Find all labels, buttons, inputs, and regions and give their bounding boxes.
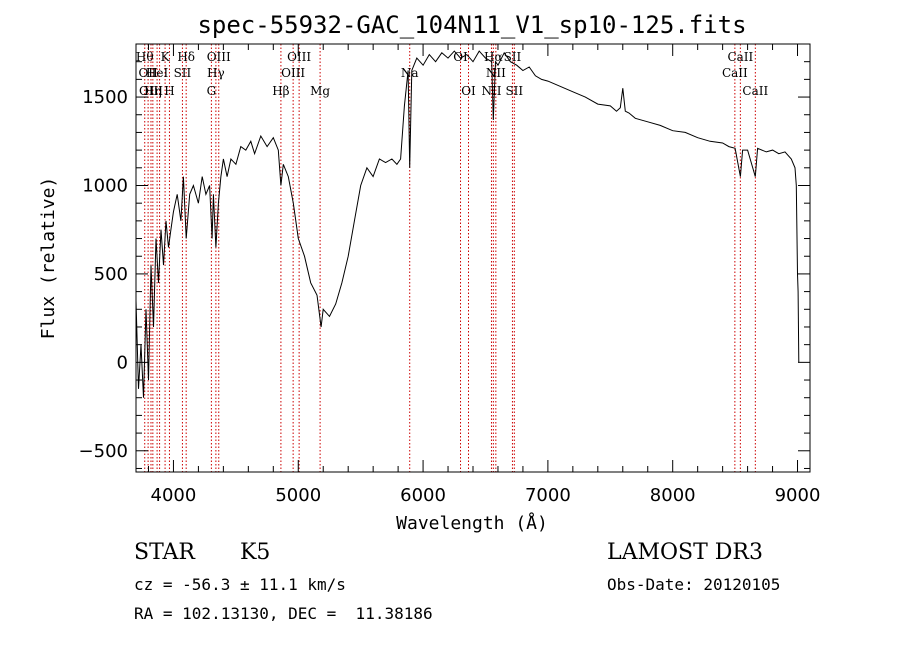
line-label: Hθ <box>136 50 154 64</box>
ra-dec: RA = 102.13130, DEC = 11.38186 <box>134 604 433 623</box>
x-tick-label: 4000 <box>151 485 197 506</box>
line-label: Hη <box>144 84 162 98</box>
y-tick-label: −500 <box>79 441 128 462</box>
line-label: SII <box>504 50 522 64</box>
line-label: Hβ <box>272 84 289 98</box>
line-label: Hγ <box>207 66 225 80</box>
line-label: SII <box>505 84 523 98</box>
object-class: STAR <box>134 540 195 565</box>
x-tick-label: 5000 <box>275 485 321 506</box>
redshift-cz: cz = -56.3 ± 11.1 km/s <box>134 575 346 594</box>
line-label: CaII <box>742 84 768 98</box>
line-label: OIII <box>287 50 311 64</box>
line-label: G <box>207 84 217 98</box>
line-label: HeI <box>146 66 169 80</box>
y-tick-label: 1000 <box>82 175 128 196</box>
x-tick-label: 6000 <box>400 485 446 506</box>
line-label: Hα <box>484 50 503 64</box>
plot-frame <box>135 43 811 473</box>
y-tick-label: 1500 <box>82 87 128 108</box>
line-label: Hδ <box>177 50 195 64</box>
line-label: Na <box>401 66 419 80</box>
x-tick-label: 7000 <box>525 485 571 506</box>
line-label: CaII <box>727 50 753 64</box>
line-label: NII <box>486 66 506 80</box>
line-label: H <box>164 84 174 98</box>
x-tick-label: 8000 <box>650 485 696 506</box>
line-label: OII <box>138 66 158 80</box>
x-axis: 4000 5000 6000 7000 8000 9000 <box>147 44 821 506</box>
object-subclass: K5 <box>240 540 271 565</box>
line-label: OIII <box>139 84 163 98</box>
survey-name: LAMOST DR3 <box>607 540 763 565</box>
line-labels: HθOIIOIIIHηHeIKHSIIHδGHγOIIIHβOIIIOIIIMg… <box>136 50 769 98</box>
observation-date: Obs-Date: 20120105 <box>607 575 781 594</box>
line-label: NII <box>481 84 501 98</box>
spectrum-line <box>135 50 800 398</box>
y-axis-label: Flux (relative) <box>38 177 59 340</box>
x-axis-label: Wavelength (Å) <box>396 512 548 534</box>
x-tick-label: 9000 <box>775 485 821 506</box>
y-axis: −500 0 500 1000 1500 <box>79 61 810 469</box>
line-markers <box>144 44 756 472</box>
line-label: K <box>161 50 171 64</box>
chart-title: spec-55932-GAC_104N11_V1_sp10-125.fits <box>197 11 746 39</box>
line-label: CaII <box>722 66 748 80</box>
line-label: OIII <box>281 66 305 80</box>
y-tick-label: 500 <box>94 264 128 285</box>
line-label: Mg <box>310 84 330 98</box>
line-label: OI <box>461 84 476 98</box>
line-label: OIII <box>207 50 231 64</box>
y-tick-label: 0 <box>117 352 128 373</box>
line-label: OI <box>453 50 468 64</box>
line-label: SII <box>174 66 192 80</box>
